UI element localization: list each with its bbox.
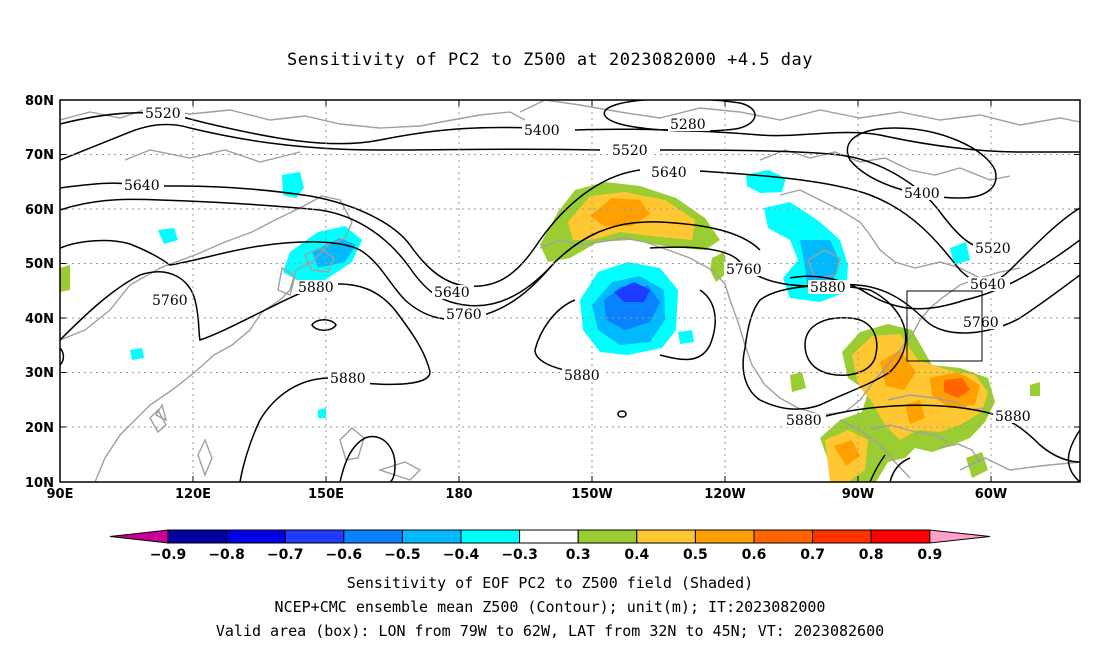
colorbar-cell xyxy=(343,529,403,544)
contour-label: 5880 xyxy=(810,280,846,296)
footer-line-3: Valid area (box): LON from 79W to 62W, L… xyxy=(215,622,885,640)
pos-shade xyxy=(60,265,70,292)
neg-shade xyxy=(282,172,304,198)
pos-shade xyxy=(710,252,728,282)
contour-label: 5760 xyxy=(152,293,188,309)
footer-line-1: Sensitivity of EOF PC2 to Z500 field (Sh… xyxy=(346,574,754,592)
shaded-sensitivity xyxy=(60,170,1040,482)
colorbar-cell xyxy=(284,529,345,544)
contour-label: 5760 xyxy=(726,262,762,278)
lat-label: 70N xyxy=(25,148,54,163)
lon-label: 180 xyxy=(445,487,472,502)
contour-label: 5280 xyxy=(670,117,706,133)
neg-shade xyxy=(158,228,178,244)
contour-label: 5520 xyxy=(145,106,181,122)
pos-shade xyxy=(1030,382,1040,396)
colorbar-cell xyxy=(460,529,521,544)
lon-label: 150W xyxy=(571,487,612,502)
contour-label: 5640 xyxy=(124,178,160,194)
colorbar-tick-label: −0.9 xyxy=(150,547,187,563)
colorbar-cell xyxy=(753,529,814,544)
contour-label: 5760 xyxy=(963,315,999,331)
chart-title: Sensitivity of PC2 to Z500 at 2023082000… xyxy=(286,50,813,70)
lon-label: 60W xyxy=(975,487,1007,502)
neg-shade xyxy=(678,330,694,344)
lon-label: 90W xyxy=(842,487,874,502)
lat-label: 10N xyxy=(25,476,54,491)
valid-area-box xyxy=(906,290,983,362)
contour-labels: 5520 5400 5280 5520 5640 5640 5400 5520 … xyxy=(122,106,1035,429)
neg-shade xyxy=(130,348,144,360)
colorbar-tick-label: −0.6 xyxy=(326,547,363,563)
colorbar-tick-label: −0.4 xyxy=(443,547,480,563)
colorbar-cell xyxy=(812,529,872,544)
lon-label: 90E xyxy=(47,487,74,502)
colorbar-tick-label: −0.7 xyxy=(267,547,304,563)
lon-label: 150E xyxy=(308,487,344,502)
pos-shade xyxy=(834,440,860,466)
contour-label: 5880 xyxy=(298,280,334,296)
contour-label: 5640 xyxy=(434,285,470,301)
colorbar-high-end xyxy=(929,529,991,544)
contour-label: 5880 xyxy=(564,368,600,384)
contour-label: 5880 xyxy=(786,413,822,429)
colorbar-cell xyxy=(226,529,286,544)
colorbar-tick-label: −0.8 xyxy=(208,547,245,563)
colorbar-cell xyxy=(694,529,755,544)
contour-label: 5520 xyxy=(975,241,1011,257)
pos-shade xyxy=(590,198,650,226)
axis-ticks xyxy=(60,99,1080,483)
neg-shade xyxy=(614,282,650,302)
contour-label: 5880 xyxy=(330,371,366,387)
colorbar-cell xyxy=(636,529,696,544)
footer-line-2: NCEP+CMC ensemble mean Z500 (Contour); u… xyxy=(274,598,826,616)
neg-shade xyxy=(318,408,326,418)
contour-label: 5640 xyxy=(651,165,687,181)
lat-label: 50N xyxy=(25,257,54,272)
colorbar-cell xyxy=(577,529,638,544)
colorbar: −0.9 −0.8 −0.7 −0.6 −0.5 −0.4 −0.3 0.3 0.4 0.5 0.6… xyxy=(109,529,991,563)
lat-label: 20N xyxy=(25,421,54,436)
contour-label: 5400 xyxy=(524,123,560,139)
colorbar-tick-label: 0.6 xyxy=(742,547,767,563)
pos-shade xyxy=(944,378,970,398)
colorbar-tick-label: 0.9 xyxy=(917,547,942,563)
pos-shade xyxy=(790,372,806,392)
colorbar-tick-label: 0.7 xyxy=(800,547,825,563)
lon-label: 120E xyxy=(175,487,211,502)
lat-label: 40N xyxy=(25,312,54,327)
colorbar-low-end xyxy=(109,529,169,544)
contour-label: 5760 xyxy=(446,307,482,323)
neg-shade xyxy=(950,242,970,265)
contour-label: 5400 xyxy=(904,186,940,202)
colorbar-tick-label: 0.8 xyxy=(859,547,884,563)
colorbar-tick-label: −0.3 xyxy=(501,547,538,563)
lat-label: 80N xyxy=(25,94,54,109)
lat-label: 30N xyxy=(25,366,54,381)
colorbar-cell xyxy=(870,529,931,544)
colorbar-tick-label: −0.5 xyxy=(384,547,421,563)
colorbar-cell xyxy=(519,529,579,544)
colorbar-tick-label: 0.4 xyxy=(624,547,649,563)
colorbar-tick-label: 0.5 xyxy=(683,547,708,563)
lon-label: 120W xyxy=(704,487,745,502)
colorbar-tick-label: 0.3 xyxy=(566,547,591,563)
longitude-labels: 90E 120E 150E 180 150W 120W 90W 60W xyxy=(47,487,1008,502)
latitude-labels: 80N 70N 60N 50N 40N 30N 20N 10N xyxy=(25,94,54,491)
colorbar-cell xyxy=(167,529,228,544)
neg-shade xyxy=(746,170,786,193)
contour-label: 5640 xyxy=(970,277,1006,293)
contour-label: 5520 xyxy=(612,143,648,159)
colorbar-cell xyxy=(401,529,462,544)
map-frame xyxy=(59,99,1081,483)
contour-label: 5880 xyxy=(995,409,1031,425)
lat-label: 60N xyxy=(25,203,54,218)
